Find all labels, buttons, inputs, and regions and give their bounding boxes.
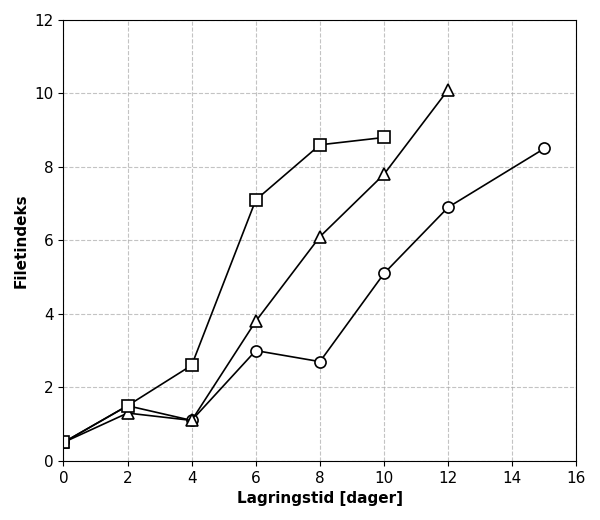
7ºC: [252, 197, 259, 203]
4ºC: [124, 410, 131, 416]
0ºC: [445, 204, 452, 211]
0ºC: [60, 439, 67, 446]
7ºC: [316, 142, 323, 148]
0ºC: [316, 358, 323, 365]
0ºC: [380, 270, 388, 277]
7ºC: [188, 362, 195, 368]
Line: 0ºC: 0ºC: [58, 143, 550, 448]
7ºC: [380, 134, 388, 140]
4ºC: [445, 87, 452, 93]
4ºC: [252, 318, 259, 324]
4ºC: [188, 417, 195, 423]
4ºC: [60, 439, 67, 446]
0ºC: [188, 417, 195, 423]
Line: 7ºC: 7ºC: [58, 132, 389, 448]
4ºC: [316, 233, 323, 240]
X-axis label: Lagringstid [dager]: Lagringstid [dager]: [237, 491, 403, 506]
Y-axis label: Filetindeks: Filetindeks: [14, 193, 29, 288]
4ºC: [380, 171, 388, 177]
0ºC: [541, 146, 548, 152]
0ºC: [252, 347, 259, 354]
7ºC: [60, 439, 67, 446]
7ºC: [124, 402, 131, 409]
Line: 4ºC: 4ºC: [58, 84, 454, 448]
0ºC: [124, 402, 131, 409]
